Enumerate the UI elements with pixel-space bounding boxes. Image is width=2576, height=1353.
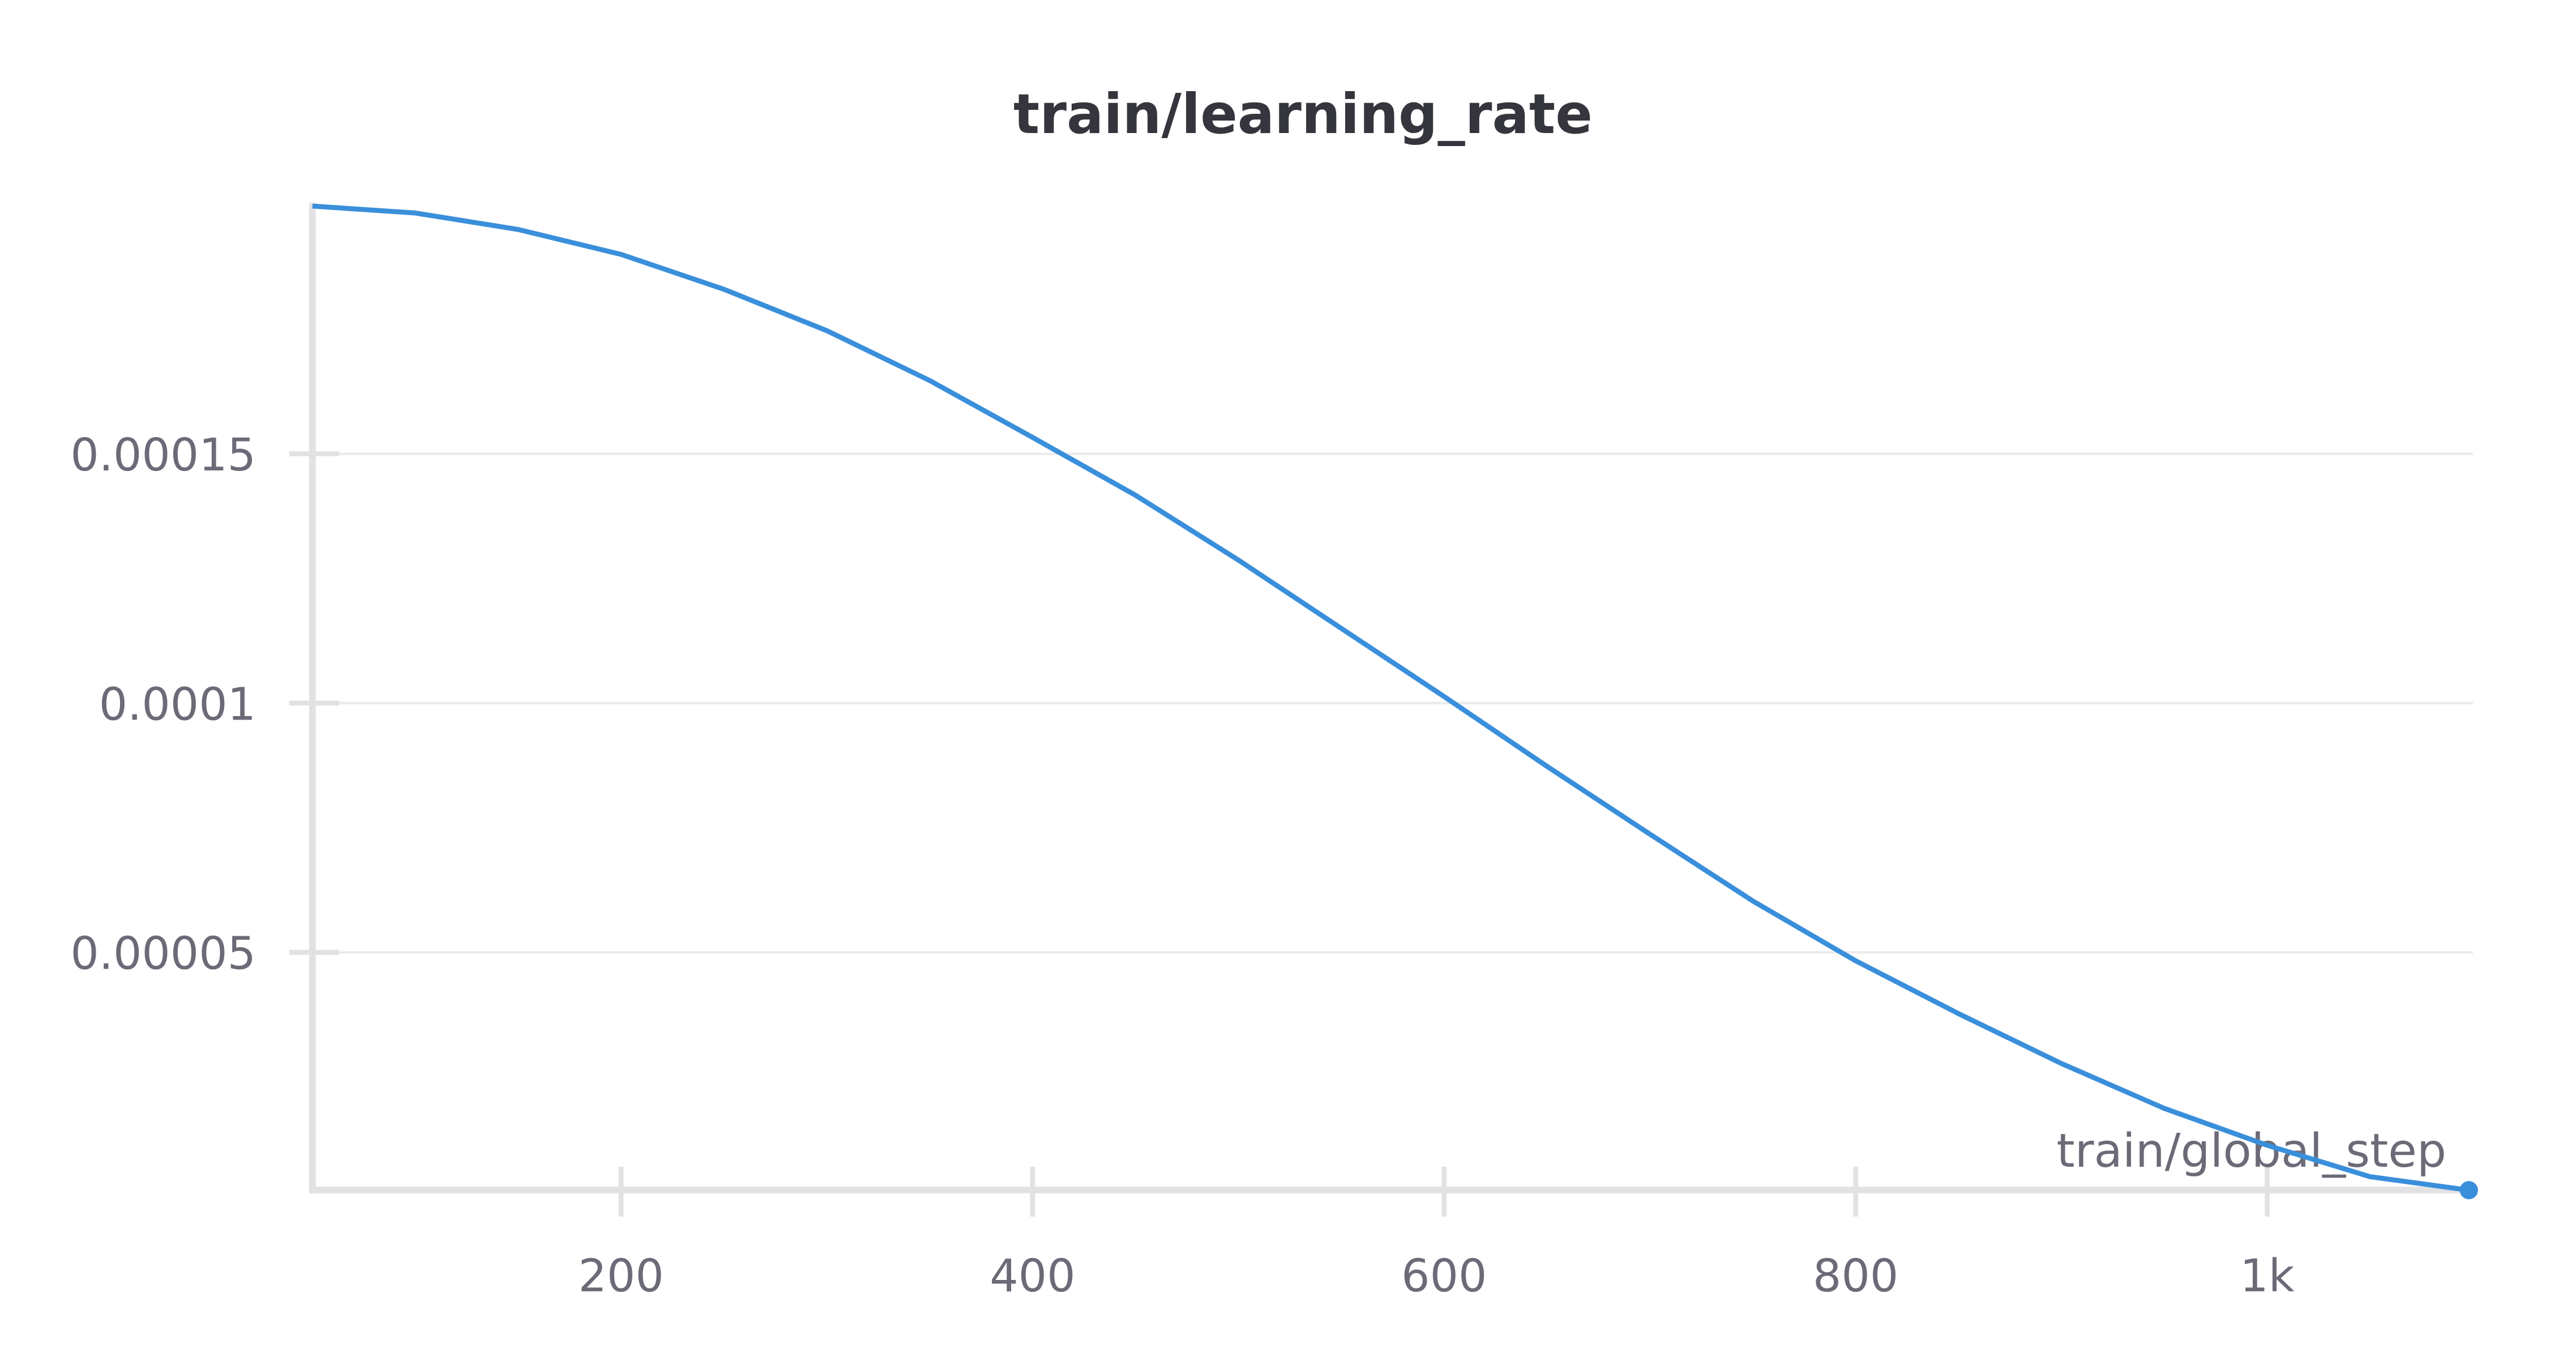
y-tick-label: 0.00005 xyxy=(70,927,256,980)
x-tick-label: 600 xyxy=(1401,1249,1487,1302)
y-axis-ticks: 0.00005 0.0001 0.00015 xyxy=(70,429,339,980)
x-tick-label: 800 xyxy=(1813,1249,1898,1302)
last-data-point xyxy=(2459,1181,2478,1200)
series-group xyxy=(312,203,2478,1200)
x-tick-label: 1k xyxy=(2240,1249,2294,1302)
chart-title: train/learning_rate xyxy=(1013,82,1593,146)
x-tick-label: 200 xyxy=(578,1249,664,1302)
x-axis-label: train/global_step xyxy=(2057,1124,2447,1178)
x-tick-label: 400 xyxy=(990,1249,1075,1302)
grid-lines xyxy=(312,452,2473,954)
x-axis-ticks: 200 400 600 800 1k xyxy=(578,1166,2295,1302)
series-line xyxy=(312,203,2470,1193)
y-tick-label: 0.00015 xyxy=(70,429,256,481)
y-tick-label: 0.0001 xyxy=(99,678,256,730)
